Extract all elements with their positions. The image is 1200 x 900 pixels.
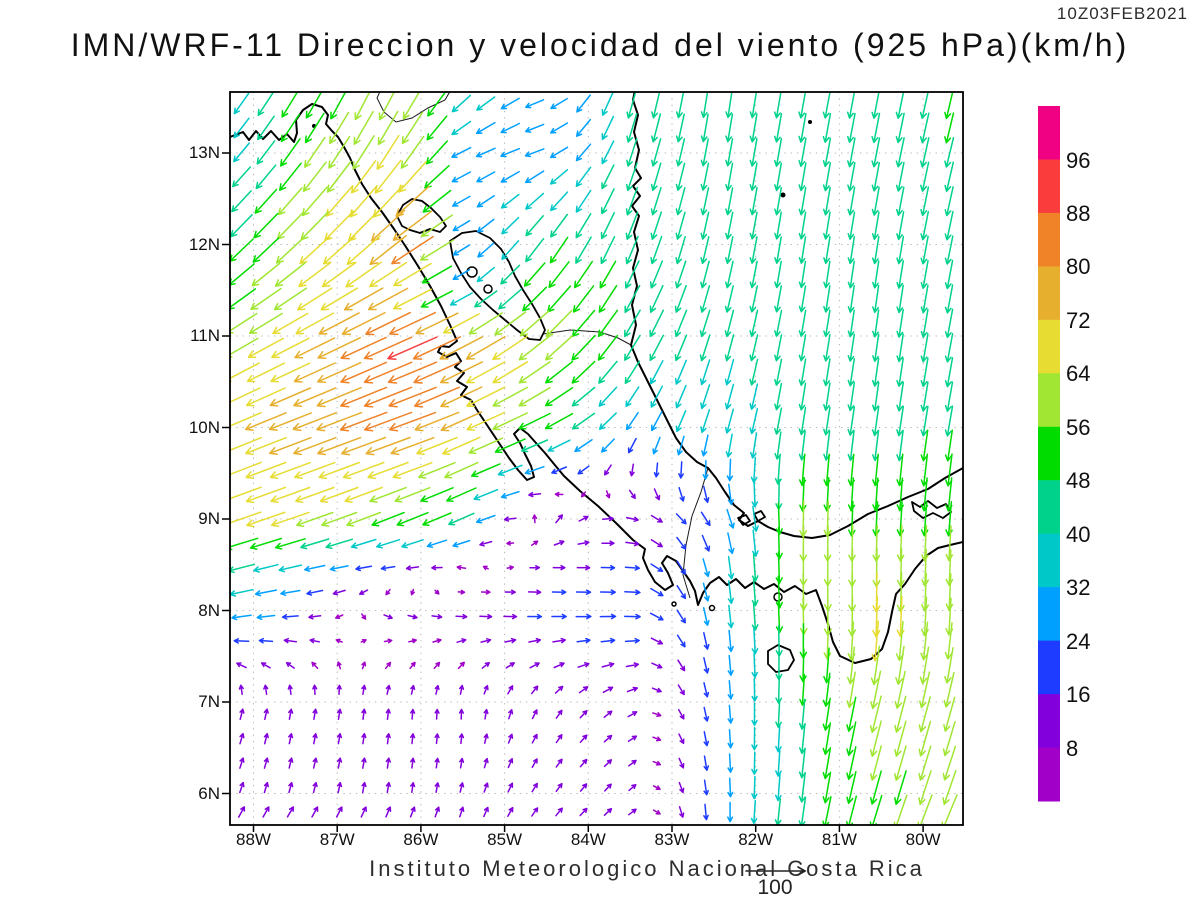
colorbar-label: 8 bbox=[1066, 735, 1079, 761]
colorbar-label: 56 bbox=[1066, 414, 1091, 440]
x-axis-label: 85W bbox=[487, 830, 523, 849]
colorbar-label: 40 bbox=[1066, 521, 1091, 547]
x-axis-label: 87W bbox=[319, 830, 355, 849]
y-axis-label: 6N bbox=[198, 783, 220, 803]
y-axis-label: 11N bbox=[190, 326, 220, 345]
colorbar bbox=[1038, 106, 1060, 802]
y-axis-label: 10N bbox=[188, 417, 220, 437]
x-axis-label: 88W bbox=[236, 830, 271, 849]
x-axis-label: 82W bbox=[738, 830, 774, 849]
reference-arrow bbox=[745, 866, 807, 876]
wind-arrows bbox=[230, 92, 958, 825]
colorbar-label: 48 bbox=[1066, 468, 1091, 494]
x-axis-label: 81W bbox=[821, 830, 857, 849]
x-axis-label: 84W bbox=[570, 830, 606, 849]
colorbar-label: 96 bbox=[1066, 147, 1091, 173]
y-axis-label: 12N bbox=[188, 234, 220, 254]
reference-vector-label: 100 bbox=[757, 876, 793, 899]
colorbar-label: 64 bbox=[1066, 361, 1091, 387]
institute-caption: Instituto Meteorologico Nacional Costa R… bbox=[369, 856, 925, 881]
y-axis-label: 13N bbox=[188, 143, 220, 162]
y-axis-label: 9N bbox=[198, 509, 220, 528]
colorbar-label: 72 bbox=[1066, 307, 1091, 333]
colorbar-label: 88 bbox=[1066, 200, 1091, 226]
y-axis-label: 8N bbox=[198, 600, 220, 620]
y-axis-label: 7N bbox=[198, 692, 220, 711]
x-axis-label: 86W bbox=[403, 830, 439, 849]
x-axis-label: 80W bbox=[905, 830, 941, 849]
colorbar-label: 32 bbox=[1066, 575, 1091, 601]
colorbar-label: 16 bbox=[1066, 682, 1091, 708]
chart-title: IMN/WRF-11 Direccion y velocidad del vie… bbox=[70, 27, 1130, 63]
x-axis-label: 83W bbox=[654, 830, 690, 849]
colorbar-label: 80 bbox=[1066, 254, 1091, 280]
plot-frame bbox=[222, 91, 964, 832]
valid-timestamp: 10Z03FEB2021 bbox=[1056, 4, 1188, 23]
colorbar-label: 24 bbox=[1066, 628, 1091, 654]
